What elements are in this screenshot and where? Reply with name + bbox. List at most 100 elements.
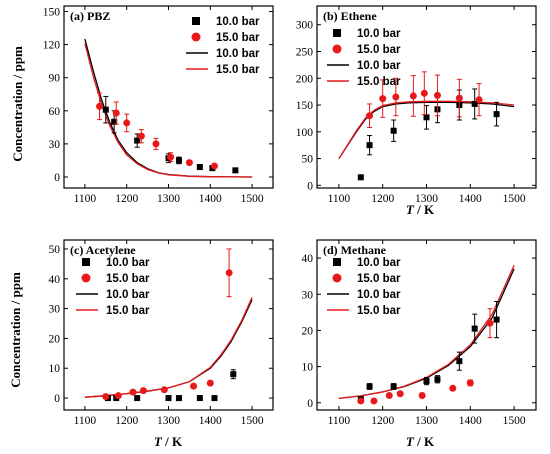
x-tick-label: 1200 xyxy=(115,193,138,205)
data-point-square xyxy=(366,383,373,390)
panel-title: (d) Methane xyxy=(323,243,387,257)
data-point-circle xyxy=(123,119,131,127)
x-tick-label: 1200 xyxy=(371,193,394,205)
x-tick-label: 1100 xyxy=(328,193,351,205)
y-tick-label: 150 xyxy=(296,100,314,112)
legend: 10.0 bar 15.0 bar 10.0 bar 15.0 bar xyxy=(327,28,401,88)
left-y-axis-label-top: Concentration / ppm xyxy=(10,46,25,162)
y-tick-label: 60 xyxy=(49,106,61,118)
panel-title: (c) Acetylene xyxy=(70,243,136,257)
data-point-square xyxy=(102,106,109,113)
data-point-circle xyxy=(379,95,387,103)
data-point-circle xyxy=(152,140,160,148)
data-point-square xyxy=(230,371,237,378)
y-tick-label: 30 xyxy=(49,304,61,316)
data-point-square xyxy=(196,395,203,402)
data-point-circle xyxy=(366,112,374,120)
x-tick-label: 1400 xyxy=(199,193,222,205)
data-point-circle xyxy=(210,162,218,170)
y-tick-label: 20 xyxy=(302,325,314,337)
legend: 10.0 bar 15.0 bar 10.0 bar 15.0 bar xyxy=(186,16,260,76)
y-tick-label: 40 xyxy=(302,253,314,265)
data-point-circle xyxy=(455,94,463,102)
legend-label: 15.0 bar xyxy=(106,305,150,317)
x-tick-label: 1400 xyxy=(459,193,482,205)
data-point-square xyxy=(196,164,203,171)
x-tick-label: 1300 xyxy=(415,193,438,205)
x-axis-label: T / K xyxy=(406,434,435,449)
panel-title: (b) Ethene xyxy=(323,9,377,23)
legend-label: 10.0 bar xyxy=(357,257,401,269)
data-point-square xyxy=(471,325,478,332)
panel-3: 1100 1200 1300 1400 1500 0 10 20 30 40 50 (c) Acety… xyxy=(49,239,274,449)
y-tick-label: 0 xyxy=(307,180,313,192)
data-point-circle xyxy=(112,109,120,117)
data-point-circle xyxy=(225,269,233,277)
data-point-circle xyxy=(409,92,417,100)
legend-marker-circle xyxy=(191,32,201,42)
x-tick-label: 1500 xyxy=(503,415,526,427)
data-point-circle xyxy=(392,93,400,101)
data-point-circle xyxy=(370,397,378,405)
x-tick-label: 1400 xyxy=(199,415,222,427)
legend-label: 15.0 bar xyxy=(357,273,401,285)
data-point-circle xyxy=(102,393,110,401)
data-point-square xyxy=(493,316,500,323)
legend-label: 15.0 bar xyxy=(106,273,150,285)
legend-marker-circle xyxy=(81,273,91,283)
legend-label: 10.0 bar xyxy=(106,257,150,269)
legend-marker-square xyxy=(333,29,341,37)
y-tick-label: 50 xyxy=(49,244,61,256)
data-point-square xyxy=(366,142,373,149)
x-tick-label: 1300 xyxy=(157,415,180,427)
y-tick-label: 250 xyxy=(296,47,314,59)
data-point-square xyxy=(423,378,430,385)
legend-label: 15.0 bar xyxy=(216,32,260,44)
x-tick-label: 1400 xyxy=(459,415,482,427)
data-point-circle xyxy=(396,390,404,398)
x-tick-label: 1200 xyxy=(371,415,394,427)
data-point-square xyxy=(175,395,182,402)
y-tick-label: 10 xyxy=(49,363,61,375)
x-tick-label: 1300 xyxy=(415,415,438,427)
x-tick-label: 1500 xyxy=(503,193,526,205)
legend-label: 15.0 bar xyxy=(357,305,401,317)
data-point-circle xyxy=(475,96,483,104)
data-point-circle xyxy=(466,379,474,387)
data-point-circle xyxy=(357,397,365,405)
x-tick-label: 1200 xyxy=(115,415,138,427)
panel-title: (a) PBZ xyxy=(70,9,110,23)
data-point-square xyxy=(434,376,441,383)
y-tick-label: 150 xyxy=(43,7,61,19)
x-axis-label: T / K xyxy=(154,434,183,449)
y-tick-label: 30 xyxy=(49,139,61,151)
data-point-square xyxy=(493,111,500,118)
y-tick-label: 30 xyxy=(302,289,314,301)
data-point-circle xyxy=(137,132,145,140)
legend-marker-circle xyxy=(332,273,342,283)
data-point-circle xyxy=(206,379,214,387)
x-tick-label: 1100 xyxy=(74,193,97,205)
y-tick-label: 90 xyxy=(49,73,61,85)
left-y-axis-label-bottom: Concentration / ppm xyxy=(8,272,23,388)
data-point-square xyxy=(175,157,182,164)
data-point-square xyxy=(232,167,239,174)
legend-marker-circle xyxy=(332,44,342,54)
y-tick-label: 50 xyxy=(302,154,314,166)
y-tick-label: 300 xyxy=(296,20,314,32)
x-tick-label: 1100 xyxy=(328,415,351,427)
data-point-circle xyxy=(129,388,137,396)
data-point-square xyxy=(456,358,463,365)
x-tick-label: 1500 xyxy=(241,193,264,205)
panel-4: 1100 1200 1300 1400 1500 0 10 20 30 40 (d) Methane… xyxy=(302,239,537,449)
legend: 10.0 bar 15.0 bar 10.0 bar 15.0 bar xyxy=(327,257,401,317)
data-point-square xyxy=(357,174,364,181)
data-point-circle xyxy=(420,89,428,97)
panel-2: 1100 1200 1300 1400 1500 0 50 100 150 200 250 300 (b… xyxy=(296,5,537,217)
legend-marker-square xyxy=(82,258,90,266)
y-tick-label: 0 xyxy=(54,393,60,405)
y-tick-label: 100 xyxy=(296,127,314,139)
data-point-circle xyxy=(433,91,441,99)
